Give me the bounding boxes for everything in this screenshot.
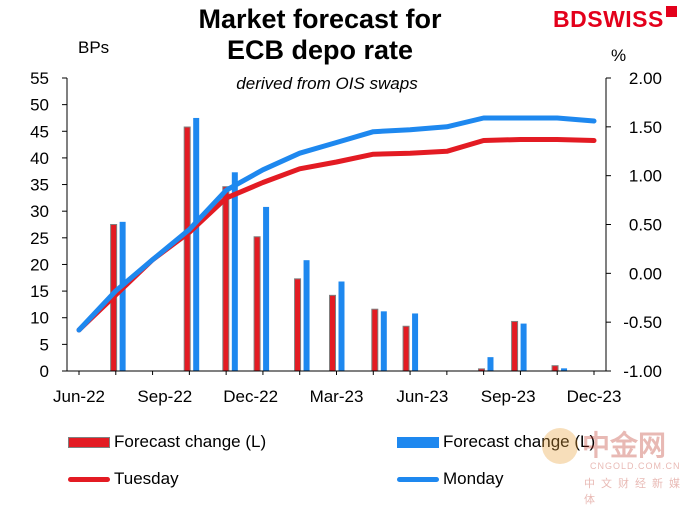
bar-red <box>222 186 230 372</box>
left-axis-tick-label: 30 <box>30 202 49 221</box>
x-axis-tick-label: Sep-23 <box>481 387 536 406</box>
line-layer <box>76 115 597 333</box>
legend-label-monday: Monday <box>443 469 504 488</box>
right-axis-tick-label: 0.00 <box>629 264 662 283</box>
watermark-sub: 中文财经新媒体 <box>584 478 686 506</box>
x-axis-tick-label: Dec-23 <box>567 387 622 406</box>
legend-label-tuesday: Tuesday <box>114 469 179 488</box>
right-axis-tick-label: -0.50 <box>623 313 662 332</box>
left-axis-unit: BPs <box>78 38 110 57</box>
legend-item-tuesday: Tuesday <box>68 469 179 489</box>
right-axis-tick-label: 0.50 <box>629 216 662 235</box>
bar-red <box>183 126 191 372</box>
bar-blue <box>561 368 568 371</box>
bar-blue <box>380 311 387 371</box>
bar-blue <box>263 206 270 371</box>
left-axis-tick-label: 45 <box>30 122 49 141</box>
legend-label-red-bars: Forecast change (L) <box>114 432 267 451</box>
left-axis-tick-label: 50 <box>30 96 49 115</box>
left-axis-tick-label: 5 <box>40 335 49 354</box>
left-axis-tick-label: 40 <box>30 149 49 168</box>
x-axis-tick-label: Mar-23 <box>310 387 364 406</box>
legend-item-monday: Monday <box>397 469 503 489</box>
watermark: 中金网 CNGOLD.COM.CN 中文财经新媒体 <box>540 424 690 506</box>
watermark-logo-icon <box>542 428 578 464</box>
legend-item-red-bars: Forecast change (L) <box>68 432 266 452</box>
legend-swatch-tuesday-line <box>68 477 110 483</box>
watermark-en: CNGOLD.COM.CN <box>590 461 681 471</box>
left-axis-tick-label: 0 <box>40 362 49 381</box>
left-axis-tick-label: 55 <box>30 69 49 88</box>
bar-red <box>511 320 519 372</box>
right-axis-tick-label: 1.50 <box>629 118 662 137</box>
legend-swatch-blue-bar <box>397 437 439 449</box>
x-axis-tick-label: Dec-22 <box>223 387 278 406</box>
right-axis-tick-label: -1.00 <box>623 362 662 381</box>
right-axis-tick-label: 2.00 <box>629 69 662 88</box>
brand-part1: BD <box>553 6 588 32</box>
left-axis-tick-label: 15 <box>30 282 49 301</box>
line-tuesday <box>76 137 597 333</box>
legend-swatch-monday-line <box>397 477 439 483</box>
bar-blue <box>303 260 310 371</box>
line-monday <box>76 115 597 333</box>
chart-title-line2: ECB depo rate <box>226 35 414 65</box>
legend-item-blue-bars: Forecast change (L) <box>397 432 595 452</box>
brand-part2: SWISS <box>587 6 664 32</box>
flag-icon <box>665 6 677 17</box>
left-axis-tick-label: 35 <box>30 176 49 195</box>
chart-subtitle: derived from OIS swaps <box>236 74 418 93</box>
bar-blue <box>412 313 419 371</box>
bar-blue <box>520 323 527 371</box>
right-axis-unit: % <box>611 46 627 65</box>
chart-title-line1: Market forecast for <box>198 4 442 34</box>
bar-blue <box>338 281 345 371</box>
bar-layer <box>110 117 568 372</box>
bar-blue <box>193 117 200 371</box>
x-axis-tick-label: Jun-22 <box>53 387 105 406</box>
left-axis-tick-label: 10 <box>30 309 49 328</box>
bar-red <box>402 325 410 372</box>
bar-red <box>551 365 559 372</box>
bar-blue <box>231 172 238 371</box>
brand-logo: BDSWISS <box>553 6 677 33</box>
bar-red <box>329 294 336 372</box>
bar-red <box>371 308 379 372</box>
left-axis-tick-label: 25 <box>30 229 49 248</box>
legend-swatch-red-bar <box>68 437 110 449</box>
axes-layer: 0 5 10 15 20 25 30 35 40 45 50 55 -1.00 -0.50 0.00 0.50… <box>30 69 662 406</box>
bar-red <box>253 236 261 372</box>
legend-label-blue-bars: Forecast change (L) <box>443 432 596 451</box>
right-axis-tick-label: 1.00 <box>629 167 662 186</box>
bar-red <box>294 278 302 372</box>
bar-blue <box>487 357 494 371</box>
x-axis-tick-label: Jun-23 <box>396 387 448 406</box>
x-axis-tick-label: Sep-22 <box>137 387 192 406</box>
watermark-cn: 中金网 <box>582 430 667 461</box>
left-axis-tick-label: 20 <box>30 255 49 274</box>
bar-blue <box>119 221 126 371</box>
